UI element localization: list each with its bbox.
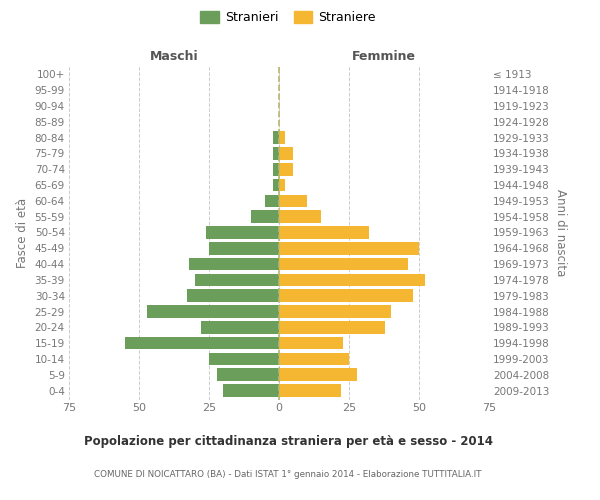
Bar <box>274 179 279 192</box>
Bar <box>279 132 284 144</box>
Y-axis label: Anni di nascita: Anni di nascita <box>554 189 566 276</box>
Bar <box>279 321 385 334</box>
Text: COMUNE DI NOICATTARO (BA) - Dati ISTAT 1° gennaio 2014 - Elaborazione TUTTITALIA: COMUNE DI NOICATTARO (BA) - Dati ISTAT 1… <box>94 470 482 479</box>
Y-axis label: Fasce di età: Fasce di età <box>16 198 29 268</box>
Bar <box>217 368 279 381</box>
Bar <box>279 147 293 160</box>
Bar <box>190 258 279 270</box>
Bar <box>209 242 279 254</box>
Bar <box>274 163 279 175</box>
Bar <box>223 384 279 397</box>
Bar <box>279 274 425 286</box>
Bar <box>279 384 341 397</box>
Bar <box>279 163 293 175</box>
Bar <box>279 368 358 381</box>
Bar <box>279 179 284 192</box>
Bar <box>265 194 279 207</box>
Bar <box>187 290 279 302</box>
Text: Popolazione per cittadinanza straniera per età e sesso - 2014: Popolazione per cittadinanza straniera p… <box>83 435 493 448</box>
Bar <box>274 132 279 144</box>
Bar <box>148 305 279 318</box>
Bar <box>125 337 279 349</box>
Text: Femmine: Femmine <box>352 50 416 64</box>
Bar <box>200 321 279 334</box>
Bar <box>251 210 279 223</box>
Legend: Stranieri, Straniere: Stranieri, Straniere <box>197 8 379 26</box>
Text: Maschi: Maschi <box>149 50 199 64</box>
Bar <box>274 147 279 160</box>
Bar <box>279 352 349 365</box>
Bar <box>195 274 279 286</box>
Bar <box>279 305 391 318</box>
Bar <box>279 290 413 302</box>
Bar <box>279 226 368 239</box>
Bar <box>279 242 419 254</box>
Bar <box>209 352 279 365</box>
Bar <box>279 258 408 270</box>
Bar <box>279 337 343 349</box>
Bar <box>279 194 307 207</box>
Bar <box>279 210 321 223</box>
Bar <box>206 226 279 239</box>
